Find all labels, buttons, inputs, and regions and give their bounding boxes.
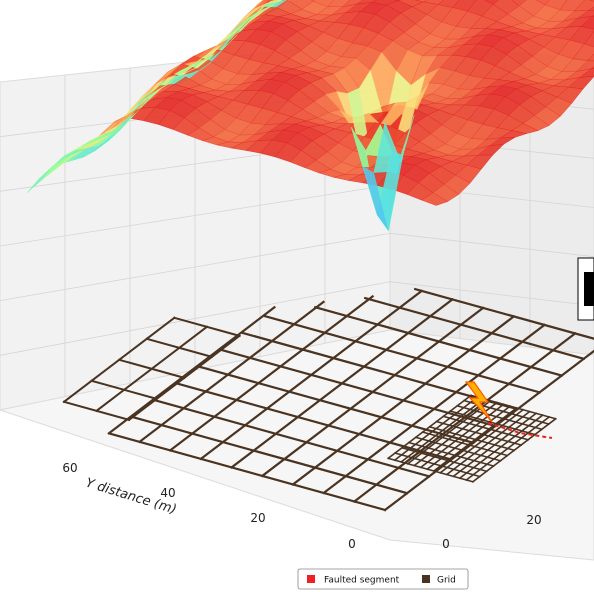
grid-line: [449, 410, 536, 436]
grid-line: [175, 382, 453, 461]
surface-mesh: [26, 0, 594, 232]
surface-facet: [362, 165, 389, 231]
grid-line: [168, 294, 375, 452]
y-tick-label: 0: [348, 537, 356, 551]
grid-line: [442, 415, 530, 441]
grid-line: [263, 314, 541, 394]
grid-line: [407, 441, 495, 468]
grid-line: [95, 325, 209, 413]
grid-line: [107, 305, 276, 435]
grid-network: [62, 287, 594, 512]
grid-line: [401, 446, 488, 473]
x-axis-ticks: 0 20: [442, 513, 541, 551]
pane-gridline: [389, 281, 594, 307]
grid-line: [127, 334, 241, 422]
grid-line: [219, 348, 497, 428]
grid-line: [197, 365, 475, 445]
y-axis-ticks: 60 40 20 0: [62, 461, 355, 551]
legend-label-grid: Grid: [437, 576, 456, 586]
grid-line: [137, 300, 326, 444]
pane-gridline: [389, 232, 594, 258]
grid-line: [62, 316, 176, 404]
legend-label-faulted: Faulted segment: [324, 576, 400, 586]
grid-line: [394, 452, 481, 478]
legend-swatch-grid: [422, 575, 430, 583]
surface-facet: [580, 16, 594, 30]
surface-facet: [583, 31, 594, 48]
lightning-bolt-icon: [464, 381, 493, 423]
surface-facet: [421, 192, 448, 206]
grid-line: [435, 420, 523, 447]
grid-line: [313, 305, 564, 377]
grid-line: [428, 425, 516, 452]
grid-line: [363, 296, 586, 361]
surface-facet: [26, 165, 54, 193]
grid-line: [387, 457, 474, 483]
cropped-panel-fill: [584, 272, 594, 306]
grid-line: [456, 404, 543, 431]
grid-line: [109, 432, 387, 512]
x-tick-label: 20: [526, 513, 541, 527]
x-tick-label: 0: [442, 537, 450, 551]
grid-line: [414, 436, 502, 462]
surface-facet: [588, 6, 594, 11]
legend-swatch-faulted: [307, 575, 315, 583]
y-tick-label: 20: [250, 511, 265, 525]
grid-line: [421, 431, 509, 457]
grid-line: [413, 287, 594, 340]
surface-facet: [587, 53, 594, 62]
grid-line: [241, 331, 519, 411]
grid-line: [153, 398, 431, 478]
y-tick-label: 60: [62, 461, 77, 475]
grid-line: [131, 415, 409, 495]
legend: Faulted segment Grid: [297, 568, 469, 590]
y-tick-label: 40: [160, 486, 175, 500]
legend-frame: [297, 568, 469, 590]
